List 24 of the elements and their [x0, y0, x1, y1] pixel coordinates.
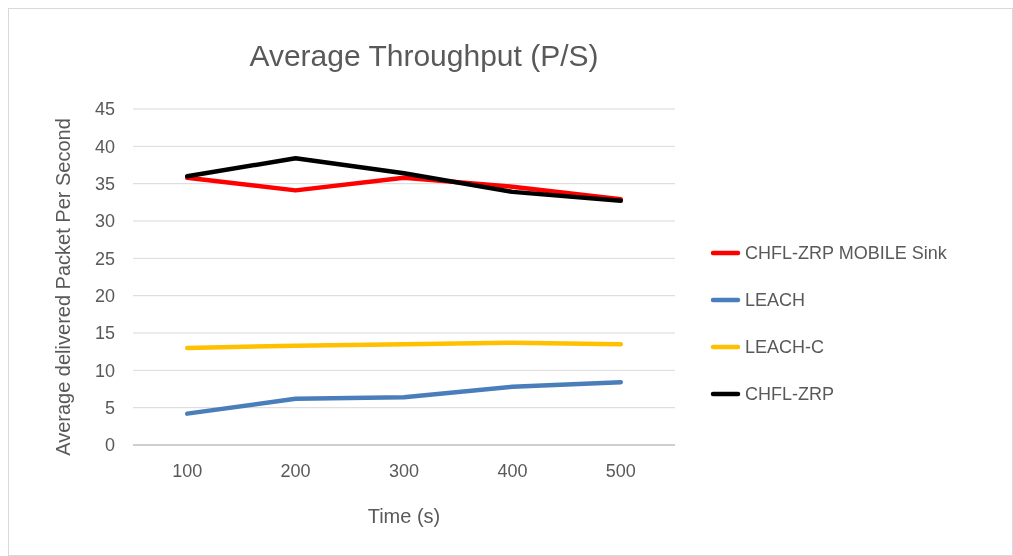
x-tick-label: 300 [388, 461, 420, 481]
y-tick-label: 0 [104, 435, 115, 456]
x-axis-title: Time (s) [367, 505, 441, 527]
y-tick-label: 30 [94, 211, 115, 232]
y-tick-label: 40 [94, 136, 115, 157]
x-tick-label: 400 [497, 461, 528, 481]
y-tick-label: 10 [94, 360, 115, 381]
y-tick-label: 25 [94, 248, 115, 269]
x-tick-label: 100 [172, 461, 203, 481]
line-series [184, 380, 624, 416]
legend-label: LEACH-C [745, 337, 825, 358]
x-tick-label: 200 [280, 461, 311, 481]
y-tick-label: 20 [94, 285, 115, 306]
chart-title: Average Throughput (P/S) [249, 39, 599, 72]
legend-label: LEACH [745, 290, 806, 311]
y-tick-label: 15 [94, 323, 115, 344]
y-tick-label: 35 [94, 173, 115, 194]
line-series [184, 156, 624, 204]
y-axis-title: Average delivered Packet Per Second [52, 118, 74, 456]
legend-label: CHFL-ZRP MOBILE Sink [745, 243, 948, 264]
legend-label: CHFL-ZRP [745, 384, 834, 405]
y-tick-label: 5 [104, 397, 115, 418]
y-tick-label: 45 [94, 99, 115, 120]
x-tick-label: 500 [605, 461, 636, 481]
